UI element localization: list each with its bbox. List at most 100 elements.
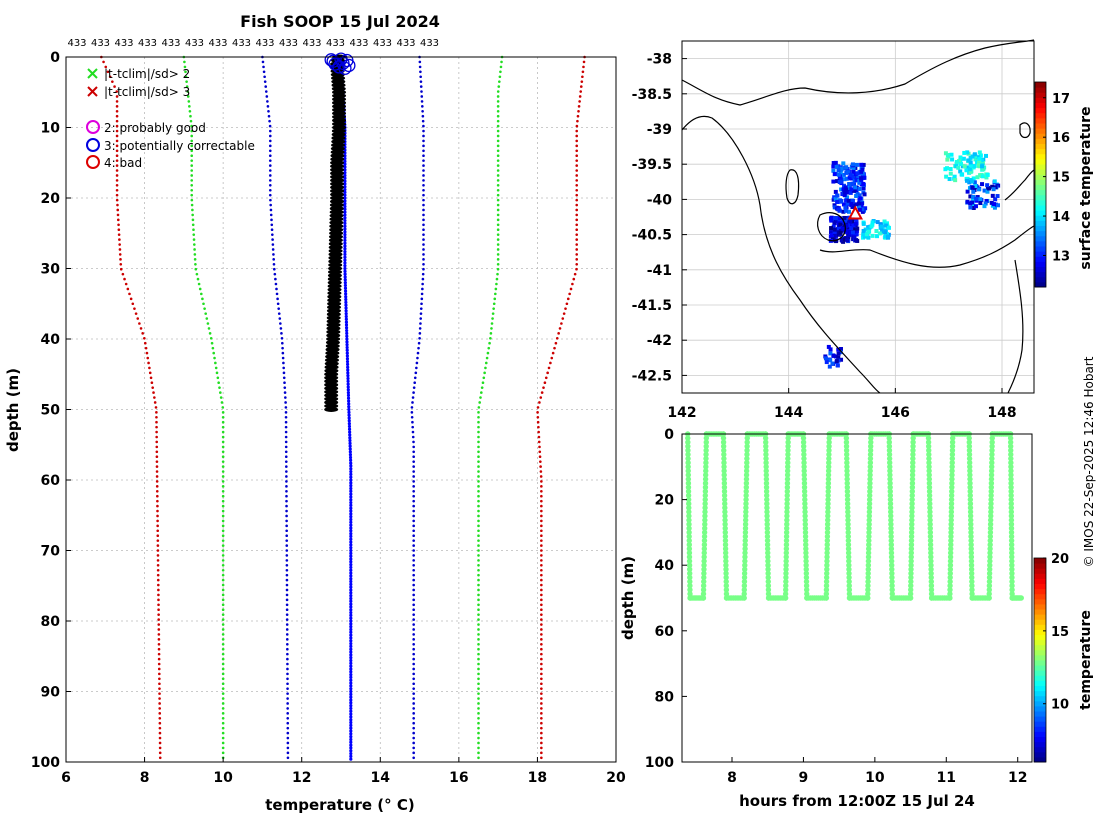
clim-point — [286, 662, 289, 666]
clim-point — [575, 233, 579, 236]
clim-point — [346, 376, 350, 381]
map-colorbar-step — [1035, 220, 1046, 226]
clim-point — [348, 433, 352, 437]
clim-point — [540, 608, 543, 612]
clim-point — [540, 628, 543, 631]
clim-point — [221, 455, 225, 459]
clim-point — [412, 554, 415, 557]
section-axes-box — [681, 433, 1033, 763]
map-y-tick-label: -40 — [647, 192, 673, 208]
clim-point — [540, 677, 543, 681]
clim-point — [421, 119, 425, 123]
clim-point — [151, 386, 155, 389]
section-point — [928, 554, 934, 560]
clim-point — [343, 165, 347, 169]
sst-pixel — [853, 175, 858, 180]
observed-point — [332, 121, 347, 127]
clim-point — [349, 571, 353, 575]
clim-point — [344, 323, 349, 327]
section-point — [685, 476, 692, 482]
clim-point — [343, 159, 347, 163]
sst-pixel — [972, 180, 977, 185]
clim-point — [158, 721, 162, 725]
observed-point — [326, 325, 341, 331]
sst-pixel — [824, 360, 829, 365]
clim-point — [538, 445, 541, 449]
clim-point — [582, 60, 586, 64]
sst-pixel — [985, 183, 990, 188]
sst-pixel — [860, 207, 865, 212]
clim-point — [268, 119, 271, 123]
sst-pixel — [832, 203, 837, 208]
section-point — [887, 484, 893, 490]
clim-point — [152, 391, 155, 394]
observed-point — [329, 209, 344, 215]
section-point — [844, 468, 850, 474]
sst-pixel — [840, 220, 845, 225]
clim-point — [347, 413, 351, 417]
clim-point — [190, 198, 194, 202]
sst-pixel — [857, 207, 862, 212]
clim-point — [540, 726, 543, 730]
clim-point — [499, 65, 503, 69]
section-point — [802, 521, 809, 527]
clim-point — [412, 549, 415, 552]
observed-point — [328, 244, 343, 250]
map-colorbar-step — [1035, 184, 1046, 191]
map-y-tick-label: -38.5 — [632, 87, 672, 103]
clim-point — [157, 588, 160, 592]
profile-series-clim-1sd — [261, 55, 290, 760]
clim-point — [343, 235, 347, 240]
section-point — [948, 537, 954, 544]
clim-point — [343, 187, 347, 192]
observed-point — [328, 251, 343, 257]
clim-point — [284, 415, 288, 419]
sst-pixel — [992, 179, 997, 184]
section-point — [803, 562, 809, 568]
sst-pixel — [835, 199, 840, 204]
section-point — [865, 554, 872, 560]
sst-pixel — [884, 223, 889, 228]
clim-point — [536, 411, 539, 414]
sst-pixel — [828, 234, 833, 239]
section-point — [988, 468, 995, 474]
sst-pixel — [877, 231, 882, 236]
clim-point — [412, 559, 415, 562]
sst-pixel — [852, 235, 857, 240]
clim-point — [129, 297, 133, 301]
clim-point — [540, 554, 543, 557]
clim-point — [540, 623, 543, 626]
clim-point — [477, 494, 480, 498]
clim-point — [343, 255, 347, 259]
section-point — [969, 578, 975, 585]
clim-point — [349, 644, 353, 648]
clim-point — [275, 292, 279, 296]
observed-point — [327, 287, 342, 293]
clim-point — [221, 588, 225, 592]
clim-point — [540, 485, 543, 488]
clim-point — [268, 134, 272, 138]
section-y-tick-label: 80 — [655, 689, 675, 705]
clim-point — [343, 272, 347, 276]
section-point — [742, 529, 749, 536]
sst-pixel — [976, 162, 981, 167]
clim-point — [268, 149, 272, 153]
clim-point — [483, 371, 486, 375]
sst-pixel — [839, 187, 844, 192]
clim-point — [221, 672, 225, 676]
sst-pixel — [823, 356, 828, 361]
section-point — [1008, 492, 1014, 499]
section-point — [784, 513, 790, 519]
observed-point — [331, 82, 346, 88]
clim-point — [156, 529, 160, 533]
sst-pixel — [862, 175, 867, 180]
clim-point — [411, 435, 415, 439]
section-point — [802, 533, 809, 540]
sst-pixel — [968, 160, 973, 165]
section-point — [966, 451, 973, 458]
section-point — [763, 484, 770, 490]
clim-point — [155, 445, 159, 449]
clim-point — [343, 168, 347, 172]
